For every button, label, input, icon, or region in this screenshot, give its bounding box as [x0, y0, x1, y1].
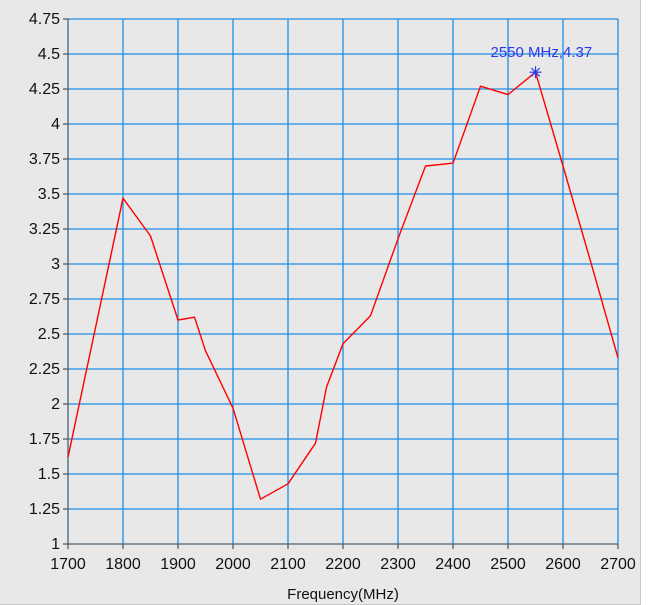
y-tick-label: 2.75 [29, 291, 60, 308]
y-tick-label: 2.25 [29, 361, 60, 378]
x-tick-label: 2300 [380, 556, 416, 573]
x-tick-label: 1900 [160, 556, 196, 573]
y-tick-label: 4.5 [38, 46, 60, 63]
marker-cursor [529, 66, 542, 79]
x-axis-title: Frequency(MHz) [287, 586, 399, 603]
series-line [67, 71, 619, 500]
y-tick-label: 4.25 [29, 81, 60, 98]
y-tick-label: 3 [51, 256, 60, 273]
y-tick-label: 1.5 [38, 466, 60, 483]
grid [67, 18, 619, 545]
x-tick-label: 2600 [545, 556, 581, 573]
y-tick-label: 3.75 [29, 151, 60, 168]
x-tick-label: 1800 [105, 556, 141, 573]
y-tick-label: 4 [51, 116, 60, 133]
x-tick-label: 2100 [270, 556, 306, 573]
marker-label: 2550 MHz,4.37 [491, 44, 593, 61]
x-tick-label: 2700 [600, 556, 636, 573]
series-layer [67, 71, 619, 500]
x-tick-label: 1700 [50, 556, 86, 573]
marker-layer: 2550 MHz,4.37 [491, 44, 593, 79]
y-tick-label: 4.75 [29, 11, 60, 28]
x-tick-label: 2500 [490, 556, 526, 573]
y-tick-label: 2 [51, 396, 60, 413]
y-tick-label: 2.5 [38, 326, 60, 343]
x-tick-label: 2000 [215, 556, 251, 573]
x-tick-label: 2200 [325, 556, 361, 573]
y-tick-label: 3.5 [38, 186, 60, 203]
y-tick-label: 3.25 [29, 221, 60, 238]
y-tick-label: 1 [51, 536, 60, 553]
y-tick-label: 1.75 [29, 431, 60, 448]
marker-cursor-stroke [530, 67, 541, 77]
y-tick-label: 1.25 [29, 501, 60, 518]
tick-labels: 1700 1800 1900 2000 2100 2200 2300 2400 2500 2600… [29, 11, 636, 573]
x-tick-label: 2400 [435, 556, 471, 573]
